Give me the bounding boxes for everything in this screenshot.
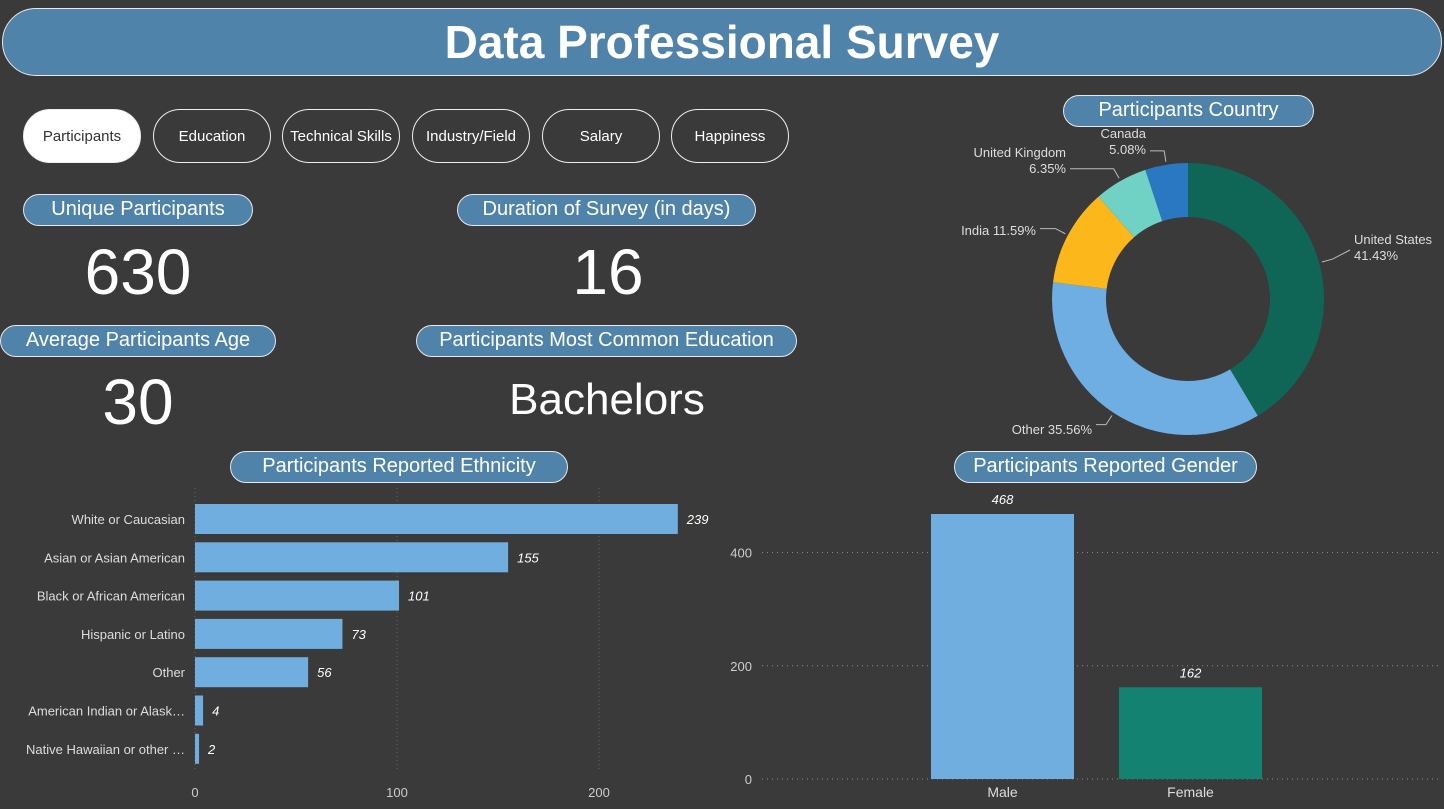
unique-participants-value: 630 [84, 236, 192, 308]
ethnicity-bar [195, 733, 200, 764]
ethnicity-category-label: Asian or Asian American [44, 550, 185, 565]
ethnicity-category-label: Black or African American [37, 589, 185, 604]
x-tick-label: 200 [588, 785, 610, 800]
ethnicity-value-label: 56 [317, 665, 332, 680]
tab-industry-field[interactable]: Industry/Field [412, 109, 530, 163]
donut-label: United Kingdom [974, 145, 1067, 160]
ethnicity-category-label: American Indian or Alask… [28, 704, 185, 719]
donut-leader-line [1321, 249, 1351, 263]
tab-education[interactable]: Education [153, 109, 271, 163]
ethnicity-category-label: White or Caucasian [72, 512, 185, 527]
donut-value-label: 41.43% [1354, 248, 1399, 263]
y-tick-label: 0 [745, 772, 752, 787]
average-age-value: 30 [102, 366, 174, 438]
duration-value: 16 [572, 236, 644, 308]
ethnicity-bar [195, 504, 678, 534]
donut-slice-other [1052, 282, 1258, 436]
common-education-value: Bachelors [509, 375, 705, 424]
ethnicity-category-label: Native Hawaiian or other … [26, 742, 185, 757]
ethnicity-category-label: Hispanic or Latino [81, 627, 185, 642]
gender-bar [1119, 687, 1262, 779]
tab-salary[interactable]: Salary [542, 109, 660, 163]
y-tick-label: 200 [730, 659, 752, 674]
ethnicity-bar [195, 580, 400, 611]
tab-happiness[interactable]: Happiness [671, 109, 789, 163]
ethnicity-value-label: 73 [351, 627, 366, 642]
gender-bar-chart: 0 200 400 468 Male 162 Female [730, 492, 1440, 800]
donut-slice-india [1053, 196, 1135, 289]
ethnicity-chart-title: Participants Reported Ethnicity [230, 451, 568, 483]
country-chart-title: Participants Country [1063, 95, 1314, 127]
ethnicity-value-label: 239 [686, 512, 709, 527]
donut-leader-line [1040, 228, 1066, 235]
gender-value-label: 162 [1180, 665, 1202, 680]
ethnicity-bar [195, 618, 343, 649]
donut-leader-line [1070, 168, 1120, 179]
common-education-label: Participants Most Common Education [416, 325, 797, 357]
gender-value-label: 468 [992, 492, 1014, 507]
gender-category-label: Male [987, 784, 1018, 800]
ethnicity-value-label: 155 [517, 550, 539, 565]
donut-slice-united-states [1188, 163, 1324, 416]
gender-category-label: Female [1167, 784, 1214, 800]
ethnicity-bar [195, 695, 204, 726]
unique-participants-label: Unique Participants [23, 194, 253, 226]
ethnicity-bar-chart: 0 100 200 White or Caucasian 239 Asian or Asi… [26, 488, 709, 800]
donut-label: India 11.59% [961, 223, 1036, 238]
page-title: Data Professional Survey [2, 8, 1442, 76]
donut-label: United States [1354, 232, 1433, 247]
ethnicity-category-label: Other [152, 665, 185, 680]
donut-slice-canada [1145, 163, 1188, 222]
tab-participants[interactable]: Participants [23, 109, 141, 163]
donut-value-label: 6.35% [1029, 161, 1066, 176]
donut-slice-united-kingdom [1098, 169, 1163, 238]
ethnicity-value-label: 2 [207, 742, 216, 757]
duration-label: Duration of Survey (in days) [457, 194, 756, 226]
ethnicity-value-label: 4 [212, 704, 219, 719]
donut-leader-line [1096, 415, 1113, 426]
tab-technical-skills[interactable]: Technical Skills [282, 109, 400, 163]
average-age-label: Average Participants Age [0, 325, 276, 357]
y-tick-label: 400 [730, 546, 752, 561]
ethnicity-bar [195, 657, 309, 688]
x-tick-label: 100 [386, 785, 408, 800]
donut-label: Canada [1100, 128, 1146, 141]
x-tick-label: 0 [191, 785, 198, 800]
gender-bar [931, 514, 1074, 779]
gender-chart-title: Participants Reported Gender [954, 451, 1257, 483]
donut-leader-line [1150, 150, 1167, 162]
ethnicity-value-label: 101 [408, 589, 430, 604]
donut-value-label: 5.08% [1109, 142, 1146, 157]
ethnicity-bar [195, 542, 509, 573]
donut-label: Other 35.56% [1012, 422, 1093, 437]
